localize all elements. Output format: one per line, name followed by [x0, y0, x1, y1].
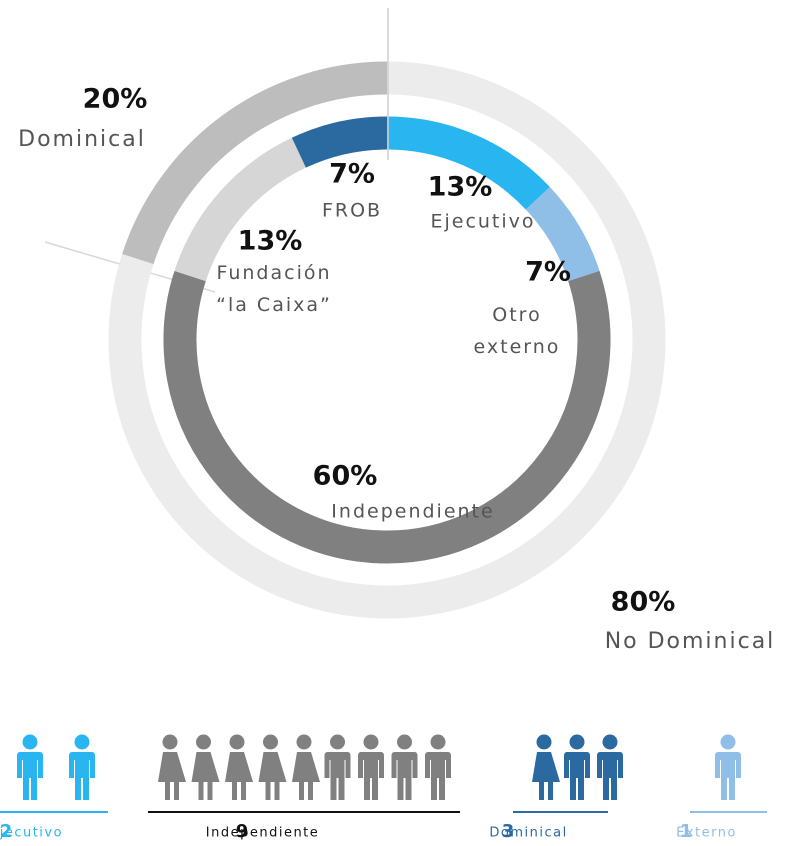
person-head [74, 734, 90, 750]
person-body [391, 752, 418, 800]
percent-label: 20% [83, 84, 148, 115]
person-body [532, 752, 560, 800]
person-body [358, 752, 384, 800]
count-label: 3 [502, 821, 515, 842]
percent-label: 7% [329, 159, 375, 190]
person-head [229, 734, 245, 750]
person-head [569, 734, 585, 750]
pictogram-group [17, 734, 95, 800]
person-body [258, 752, 287, 800]
person-head [720, 734, 736, 750]
category-label: Independiente [206, 826, 320, 841]
percent-label: 13% [428, 172, 493, 203]
pictogram-group [532, 734, 623, 800]
category-label: Externo [676, 826, 737, 841]
category-label: Ejecutivo [0, 826, 63, 841]
donut-segment [386, 116, 550, 210]
category-label: Dominical [18, 127, 146, 152]
percent-label: 13% [238, 226, 303, 257]
percent-label: 60% [313, 461, 378, 492]
category-label: Independiente [331, 501, 494, 523]
person-head [363, 734, 379, 750]
person-head [602, 734, 618, 750]
person-head [263, 734, 278, 750]
count-label: 1 [680, 821, 693, 842]
percent-label: 80% [611, 587, 676, 618]
category-label: Otro externo [474, 304, 561, 358]
category-label: Fundación “la Caixa” [216, 262, 332, 316]
donut-segment [525, 187, 600, 282]
donut-segment [108, 61, 666, 619]
category-label: No Dominical [605, 629, 776, 654]
person-body [564, 752, 590, 800]
donut-segment [122, 61, 388, 265]
pictogram-group [715, 734, 741, 800]
person-body [191, 752, 220, 800]
person-head [22, 734, 38, 750]
donut-segment [163, 270, 611, 564]
person-body [324, 752, 351, 800]
person-body [715, 752, 741, 800]
person-head [397, 734, 412, 750]
person-body [597, 752, 623, 800]
donut-segment [291, 116, 388, 168]
category-label: FROB [322, 200, 382, 222]
percent-label: 7% [525, 257, 571, 288]
person-head [162, 734, 178, 750]
person-body [292, 752, 320, 800]
person-body [17, 752, 43, 800]
count-label: 2 [0, 821, 12, 842]
person-body [158, 752, 186, 800]
person-body [225, 752, 253, 800]
person-body [425, 752, 451, 800]
category-label: Dominical [489, 826, 567, 841]
count-label: 9 [236, 821, 249, 842]
person-head [330, 734, 345, 750]
pictogram-group [158, 734, 451, 800]
person-head [296, 734, 312, 750]
category-label: Ejecutivo [430, 211, 535, 233]
person-head [536, 734, 552, 750]
person-head [430, 734, 446, 750]
person-head [196, 734, 211, 750]
donut-segment [174, 137, 307, 282]
person-body [69, 752, 95, 800]
